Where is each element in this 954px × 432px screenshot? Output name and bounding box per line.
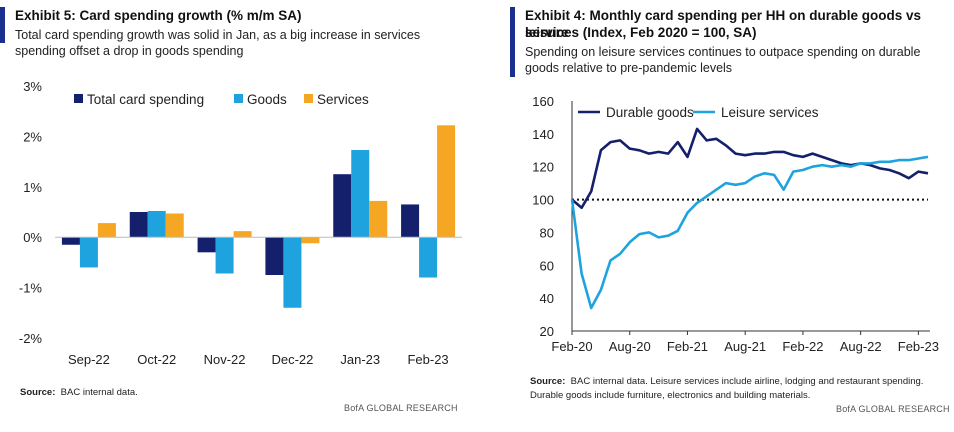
- left-footer: BofA GLOBAL RESEARCH: [344, 403, 458, 413]
- y-tick-label: 160: [532, 94, 554, 109]
- right-chart-subtitle-line1: Spending on leisure services continues t…: [525, 45, 921, 59]
- series-line: [571, 127, 929, 210]
- x-tick-label: Feb-20: [551, 339, 592, 354]
- bar: [233, 231, 252, 238]
- legend-swatch: [234, 94, 243, 103]
- x-tick-label: Sep-22: [68, 352, 110, 367]
- y-tick-label: 100: [532, 193, 554, 208]
- x-tick-label: Feb-22: [782, 339, 823, 354]
- y-tick-label: 20: [540, 324, 554, 339]
- source-label: Source:: [20, 387, 56, 398]
- x-tick-label: Feb-23: [407, 352, 448, 367]
- bar: [61, 237, 80, 245]
- legend-swatch: [74, 94, 83, 103]
- bar: [215, 237, 234, 274]
- legend-label: Services: [317, 92, 369, 107]
- y-tick-label: 80: [540, 225, 554, 240]
- legend-swatch: [304, 94, 313, 103]
- y-tick-label: -1%: [19, 281, 43, 296]
- bar: [283, 237, 302, 308]
- bar: [147, 210, 166, 238]
- series-line: [570, 155, 929, 310]
- legend-label: Durable goods: [606, 105, 694, 120]
- bar: [129, 212, 148, 238]
- legend-label: Total card spending: [87, 92, 204, 107]
- bar-chart: 3% 2% 1% 0% -1% -2% Sep-22 Oct-22 Nov-22 Dec-22 Ja…: [19, 79, 462, 367]
- y-tick-label: 2%: [23, 129, 42, 144]
- legend-label: Leisure services: [721, 105, 819, 120]
- x-tick-label: Feb-21: [667, 339, 708, 354]
- bar: [165, 213, 184, 238]
- bar: [333, 174, 352, 238]
- x-tick-label: Nov-22: [204, 352, 246, 367]
- legend-label: Goods: [247, 92, 287, 107]
- bar: [301, 237, 320, 244]
- bar: [197, 237, 216, 253]
- right-source-line2: Durable goods include furniture, electro…: [530, 390, 811, 401]
- y-tick-label: 140: [532, 127, 554, 142]
- bar: [351, 150, 370, 238]
- source-label: Source:: [530, 376, 566, 387]
- y-tick-label: 3%: [23, 79, 42, 94]
- bar: [437, 125, 456, 238]
- left-source: Source: BAC internal data.: [20, 386, 138, 399]
- y-tick-label: 40: [540, 291, 554, 306]
- y-tick-label: 0%: [23, 230, 42, 245]
- right-exhibit: Exhibit 4: Monthly card spending per HH …: [510, 0, 954, 432]
- source-text-line1: BAC internal data. Leisure services incl…: [570, 376, 924, 387]
- source-text: BAC internal data.: [60, 387, 138, 398]
- right-chart-subtitle-line2: goods relative to pre-pandemic levels: [525, 61, 733, 75]
- x-tick-label: Jan-23: [340, 352, 380, 367]
- x-tick-label: Oct-22: [137, 352, 176, 367]
- x-tick-label: Aug-22: [840, 339, 882, 354]
- title-accent-bar: [510, 7, 515, 77]
- left-chart-title: Exhibit 5: Card spending growth (% m/m S…: [15, 8, 302, 23]
- right-footer: BofA GLOBAL RESEARCH: [836, 404, 950, 414]
- left-exhibit: Exhibit 5: Card spending growth (% m/m S…: [0, 0, 470, 432]
- x-tick-label: Dec-22: [271, 352, 313, 367]
- y-tick-label: 120: [532, 160, 554, 175]
- bar: [79, 237, 98, 268]
- y-tick-label: 60: [540, 258, 554, 273]
- bar: [265, 237, 284, 275]
- x-tick-label: Aug-20: [609, 339, 651, 354]
- bar: [419, 237, 438, 278]
- left-chart-subtitle-line2: spending offset a drop in goods spending: [15, 44, 244, 58]
- right-source: Source: BAC internal data. Leisure servi…: [530, 375, 923, 388]
- bar: [401, 204, 420, 238]
- right-chart-title-line2: services (Index, Feb 2020 = 100, SA): [525, 25, 757, 40]
- x-tick-label: Feb-23: [898, 339, 939, 354]
- right-chart-title-line1: Exhibit 4: Monthly card spending per HH …: [525, 8, 922, 40]
- y-tick-label: 1%: [23, 180, 42, 195]
- x-tick-label: Aug-21: [724, 339, 766, 354]
- title-accent-bar: [0, 7, 5, 43]
- left-chart-subtitle-line1: Total card spending growth was solid in …: [15, 28, 421, 42]
- bar: [369, 200, 388, 238]
- bar: [97, 223, 116, 238]
- y-tick-label: -2%: [19, 331, 43, 346]
